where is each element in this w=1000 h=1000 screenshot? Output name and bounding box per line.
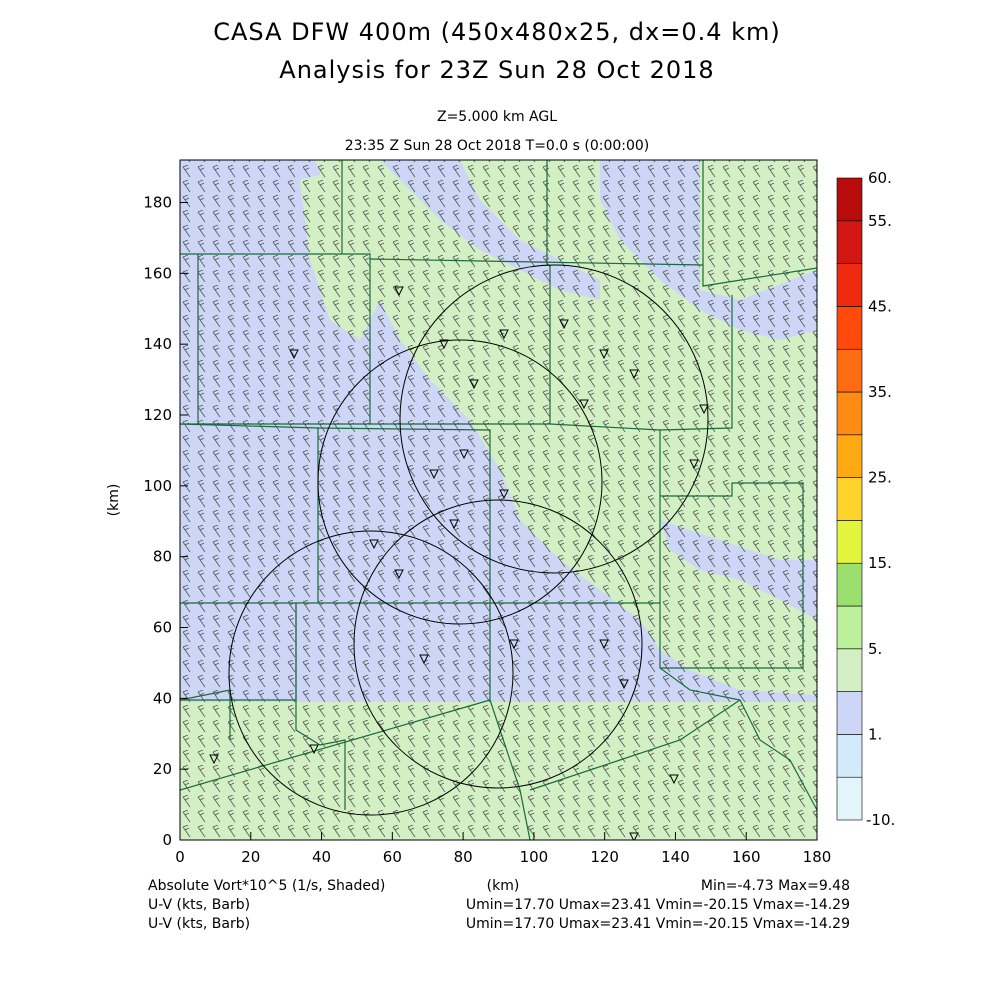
y-tick-label: 0 — [162, 831, 172, 849]
radar-range-rings — [228, 264, 709, 816]
x-tick-label: 160 — [732, 848, 761, 866]
y-tick-label: 60 — [153, 619, 172, 637]
colorbar-swatch — [836, 520, 863, 564]
colorbar-label: 60. — [868, 169, 892, 187]
x-tick-label: 20 — [241, 848, 260, 866]
footer-wind-stats-1: Umin=17.70 Umax=23.41 Vmin=-20.15 Vmax=-… — [466, 897, 850, 913]
footer-wind-stats-2: Umin=17.70 Umax=23.41 Vmin=-20.15 Vmax=-… — [466, 916, 850, 932]
colorbar-swatch — [836, 220, 863, 264]
chart-title-line1: CASA DFW 400m (450x480x25, dx=0.4 km) — [213, 18, 781, 46]
colorbar-swatch — [836, 562, 863, 607]
x-tick-label: 140 — [661, 848, 690, 866]
colorbar-label: 15. — [868, 554, 892, 572]
x-tick-label: 40 — [312, 848, 331, 866]
y-tick-label: 140 — [143, 335, 172, 353]
x-axis: 0 20 40 60 80 100 120 140 160 180 — [175, 832, 831, 866]
colorbar-swatch — [836, 734, 863, 778]
colorbar-swatch — [836, 306, 863, 350]
y-tick-label: 40 — [153, 689, 172, 707]
y-tick-label: 20 — [153, 760, 172, 778]
plot-frame — [179, 159, 818, 841]
colorbar-swatch — [836, 263, 863, 307]
footer-min-max: Min=-4.73 Max=9.48 — [701, 878, 850, 894]
colorbar-label: 5. — [868, 640, 882, 658]
colorbar-label: 45. — [868, 297, 892, 315]
y-tick-label: 80 — [153, 548, 172, 566]
colorbar-swatch — [836, 648, 863, 692]
chart-title-line2: Analysis for 23Z Sun 28 Oct 2018 — [279, 56, 714, 84]
colorbar-swatch — [836, 691, 863, 735]
footer-wind-label-2: U-V (kts, Barb) — [148, 916, 250, 932]
y-tick-label: 100 — [143, 477, 172, 495]
valid-time-label: 23:35 Z Sun 28 Oct 2018 T=0.0 s (0:00:00… — [345, 138, 650, 154]
station-markers — [209, 286, 709, 840]
county-boundaries — [180, 160, 817, 840]
y-tick-label: 180 — [143, 194, 172, 212]
level-label: Z=5.000 km AGL — [437, 109, 557, 125]
x-tick-label: 0 — [175, 848, 185, 866]
x-tick-label: 80 — [454, 848, 473, 866]
x-tick-label: 120 — [590, 848, 619, 866]
plot-area — [180, 160, 817, 840]
y-axis: 0 20 40 60 80 100 120 140 160 180 — [143, 194, 188, 849]
colorbar-swatch — [836, 477, 863, 521]
colorbar: 60. 55. 45. 35. 25. 15. 5. 1. -10. — [836, 169, 895, 829]
y-tick-label: 120 — [143, 406, 172, 424]
colorbar-swatch — [836, 605, 863, 650]
footer-field-label: Absolute Vort*10^5 (1/s, Shaded) — [148, 878, 385, 894]
y-axis-label: (km) — [106, 484, 122, 517]
colorbar-swatch — [836, 434, 863, 478]
x-tick-label: 60 — [383, 848, 402, 866]
colorbar-swatch — [836, 776, 863, 821]
colorbar-label: 55. — [868, 212, 892, 230]
footer-wind-label-1: U-V (kts, Barb) — [148, 897, 250, 913]
colorbar-label: 35. — [868, 383, 892, 401]
x-tick-label: 180 — [803, 848, 832, 866]
colorbar-label: -10. — [866, 811, 895, 829]
colorbar-swatch — [836, 391, 863, 436]
y-tick-label: 160 — [143, 264, 172, 282]
colorbar-label: 25. — [868, 469, 892, 487]
x-axis-label: (km) — [487, 878, 520, 894]
colorbar-swatch — [836, 177, 863, 222]
colorbar-label: 1. — [868, 725, 882, 743]
x-tick-label: 100 — [520, 848, 549, 866]
colorbar-swatch — [836, 348, 863, 393]
